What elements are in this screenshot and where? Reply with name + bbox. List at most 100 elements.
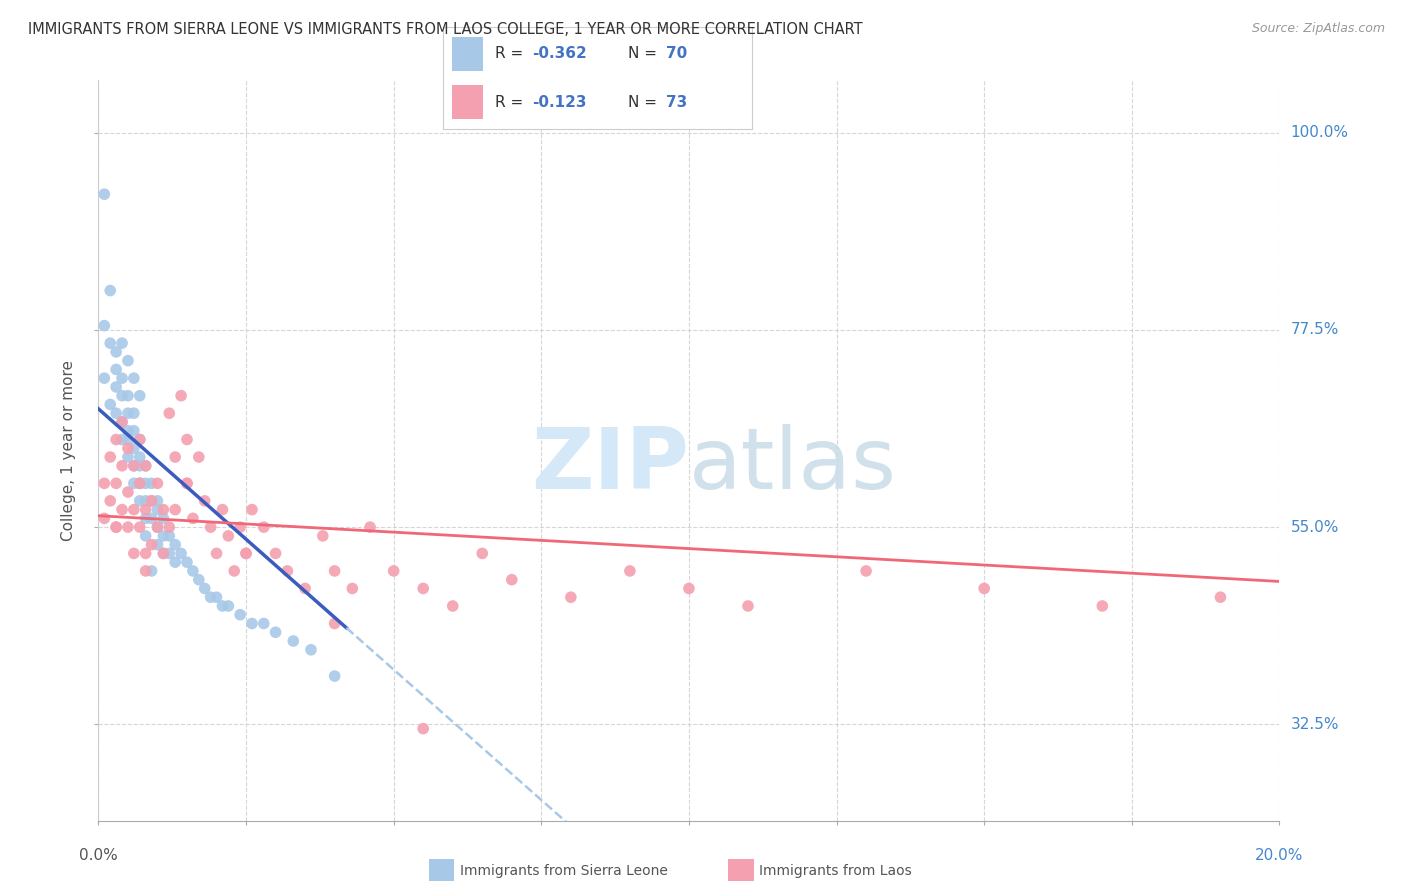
Point [122,476,145,491]
Point [128,476,150,491]
Bar [453,86,484,119]
Point [619,564,641,578]
Point [165,450,187,464]
Point [111,371,134,385]
Point [560,591,582,605]
Point [157,529,180,543]
Point [93,318,115,333]
Point [176,555,198,569]
Point [323,616,346,631]
Point [122,458,145,473]
Point [471,546,494,560]
Point [98,493,121,508]
Point [135,458,157,473]
Point [135,529,157,543]
Point [217,529,239,543]
Text: R =: R = [495,46,529,62]
Point [299,642,322,657]
Point [128,458,150,473]
Point [122,458,145,473]
Point [105,362,128,376]
Point [122,424,145,438]
Text: R =: R = [495,95,529,110]
Point [93,476,115,491]
Point [217,599,239,613]
Point [122,502,145,516]
Point [105,476,128,491]
Point [157,406,180,420]
Point [117,450,139,464]
Point [855,564,877,578]
Point [146,493,169,508]
Point [342,582,364,596]
Point [737,599,759,613]
Point [359,520,381,534]
Point [105,433,128,447]
Point [152,502,174,516]
Point [141,564,163,578]
Point [105,380,128,394]
Point [152,511,174,525]
Point [111,389,134,403]
Point [157,546,180,560]
Text: 77.5%: 77.5% [1291,323,1339,337]
Point [165,538,187,552]
Point [253,520,276,534]
Point [224,564,246,578]
Point [229,520,252,534]
Point [181,564,204,578]
Point [323,669,346,683]
Point [170,389,193,403]
Point [146,520,169,534]
Point [117,353,139,368]
Point [240,502,263,516]
Point [276,564,298,578]
Point [501,573,523,587]
Point [111,336,134,351]
Point [187,450,209,464]
Point [128,476,150,491]
Point [141,493,163,508]
Text: N =: N = [628,46,662,62]
Point [181,511,204,525]
Point [176,476,198,491]
Text: 32.5%: 32.5% [1291,717,1339,731]
Point [105,344,128,359]
Text: ZIP: ZIP [531,424,689,507]
Point [146,476,169,491]
Point [111,502,134,516]
Point [146,502,169,516]
Point [117,442,139,456]
Point [312,529,335,543]
Point [176,476,198,491]
Point [211,502,233,516]
Point [117,389,139,403]
Text: 20.0%: 20.0% [1256,848,1303,863]
Point [117,406,139,420]
Point [283,634,305,648]
Text: 0.0%: 0.0% [79,848,118,863]
Point [235,546,257,560]
Point [135,493,157,508]
Point [135,564,157,578]
Point [146,520,169,534]
Point [117,520,139,534]
Point [170,546,193,560]
Text: -0.123: -0.123 [533,95,588,110]
Point [211,599,233,613]
Point [229,607,252,622]
Point [264,625,287,640]
Point [117,433,139,447]
Point [294,582,316,596]
Point [117,485,139,500]
Point [128,389,150,403]
Text: 70: 70 [665,46,688,62]
Point [128,493,150,508]
Point [141,493,163,508]
Point [165,502,187,516]
Point [141,476,163,491]
Y-axis label: College, 1 year or more: College, 1 year or more [60,360,76,541]
Point [122,546,145,560]
Point [111,415,134,429]
Point [382,564,405,578]
